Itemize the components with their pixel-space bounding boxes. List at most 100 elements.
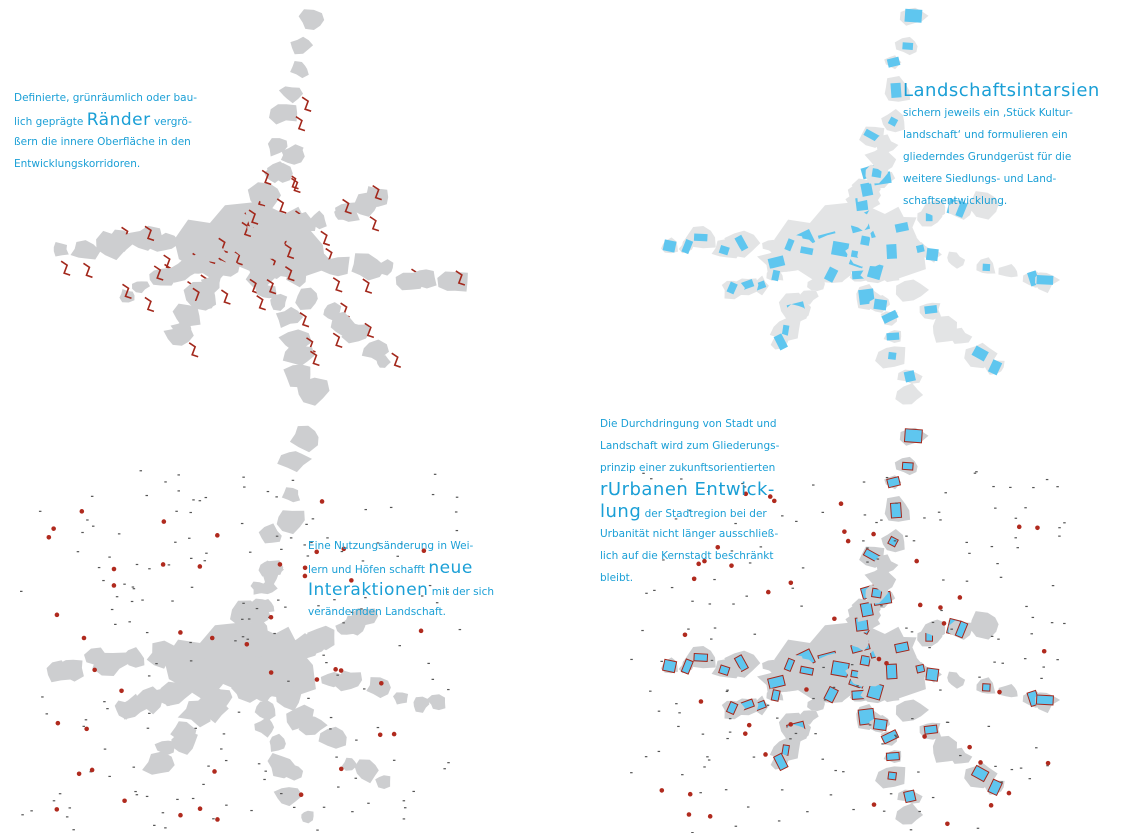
- hamlet: [794, 732, 798, 735]
- hamlet-focus: [302, 573, 308, 579]
- hamlet-focus: [988, 803, 994, 808]
- inlay: [904, 8, 923, 23]
- hamlet: [205, 552, 208, 554]
- inlay: [866, 262, 884, 281]
- hamlet: [725, 690, 729, 693]
- hamlet: [428, 584, 432, 587]
- settlement: [267, 138, 288, 157]
- settlement: [254, 716, 275, 738]
- emphasis: Ränder: [86, 110, 151, 130]
- edge: [362, 278, 373, 294]
- edge: [188, 342, 199, 358]
- settlement: [269, 733, 286, 752]
- hamlet: [1025, 605, 1028, 608]
- hamlet: [455, 529, 459, 532]
- edge: [320, 230, 331, 247]
- hamlet: [630, 772, 633, 774]
- hamlet: [280, 548, 283, 550]
- hamlet: [171, 600, 174, 602]
- hamlet: [175, 510, 178, 512]
- hamlet-focus: [421, 548, 427, 554]
- hamlet: [360, 608, 363, 610]
- hamlet: [713, 627, 717, 629]
- settlement: [375, 775, 391, 789]
- hamlet-focus: [268, 614, 274, 620]
- settlement: [273, 787, 303, 807]
- hamlet: [850, 664, 854, 666]
- hamlet: [940, 609, 943, 612]
- emphasis: Interaktionen: [308, 580, 429, 600]
- hamlet: [649, 690, 652, 692]
- hamlet: [795, 520, 798, 523]
- hamlet-focus: [338, 668, 344, 673]
- hamlet: [336, 674, 339, 676]
- hamlet: [435, 602, 439, 604]
- hamlet: [650, 478, 653, 480]
- edge: [256, 295, 266, 311]
- settlement: [318, 726, 347, 749]
- hamlet: [1000, 781, 1003, 783]
- hamlet-focus: [349, 578, 354, 583]
- settlement: [294, 211, 317, 232]
- inlay: [784, 238, 795, 252]
- inlay: [890, 82, 902, 99]
- inlay: [915, 244, 925, 253]
- hamlet-focus: [55, 720, 61, 726]
- hamlet: [311, 518, 315, 520]
- hamlet-focus: [298, 792, 304, 798]
- inlay: [767, 674, 786, 690]
- text-line: ßern die innere Oberfläche in den: [14, 131, 197, 153]
- settlement: [864, 565, 897, 593]
- hamlet-focus: [884, 660, 889, 666]
- settlement: [295, 287, 318, 310]
- hamlet: [257, 763, 261, 765]
- settlement: [289, 670, 311, 687]
- hamlet: [132, 766, 136, 768]
- inlay: [783, 657, 796, 673]
- text-line: Die Durchdringung von Stadt und: [600, 413, 779, 435]
- edge: [284, 265, 295, 282]
- hamlet: [400, 543, 403, 545]
- settlement: [275, 306, 304, 328]
- inlay: [925, 667, 940, 682]
- hamlet: [243, 486, 246, 488]
- hamlet: [220, 748, 223, 750]
- hamlet: [164, 827, 167, 829]
- settlement: [882, 266, 902, 283]
- hamlet: [1023, 658, 1027, 660]
- hamlet: [653, 589, 656, 592]
- settlement: [127, 225, 163, 251]
- hamlet: [645, 592, 648, 594]
- inlay: [887, 351, 897, 360]
- inlay: [903, 370, 916, 383]
- text-line: Urbanität nicht länger ausschließ-: [600, 523, 779, 545]
- settlement: [253, 685, 276, 703]
- hamlet: [713, 578, 716, 581]
- hamlet: [965, 580, 969, 582]
- hamlet: [939, 689, 942, 691]
- settlement: [136, 686, 163, 715]
- settlement: [247, 658, 273, 675]
- hamlet-focus: [160, 562, 166, 567]
- inlay: [924, 305, 938, 315]
- hamlet: [746, 806, 750, 808]
- hamlet: [895, 502, 898, 504]
- hamlet: [678, 712, 681, 714]
- hamlet: [202, 783, 205, 786]
- hamlet: [30, 810, 33, 812]
- inlay: [859, 601, 874, 618]
- settlement: [276, 510, 305, 535]
- hamlet: [708, 603, 712, 605]
- map: [20, 425, 462, 831]
- hamlet-focus: [54, 807, 60, 812]
- text: lern und Höfen schafft: [308, 564, 429, 576]
- hamlet-focus: [212, 769, 217, 774]
- inlay: [954, 620, 969, 639]
- hamlet: [110, 608, 114, 611]
- hamlet: [680, 478, 683, 480]
- hamlet-focus: [244, 642, 250, 647]
- edge: [248, 209, 259, 225]
- map: [630, 427, 1066, 833]
- hamlet: [280, 792, 283, 795]
- text-line: verändernden Landschaft.: [308, 601, 494, 623]
